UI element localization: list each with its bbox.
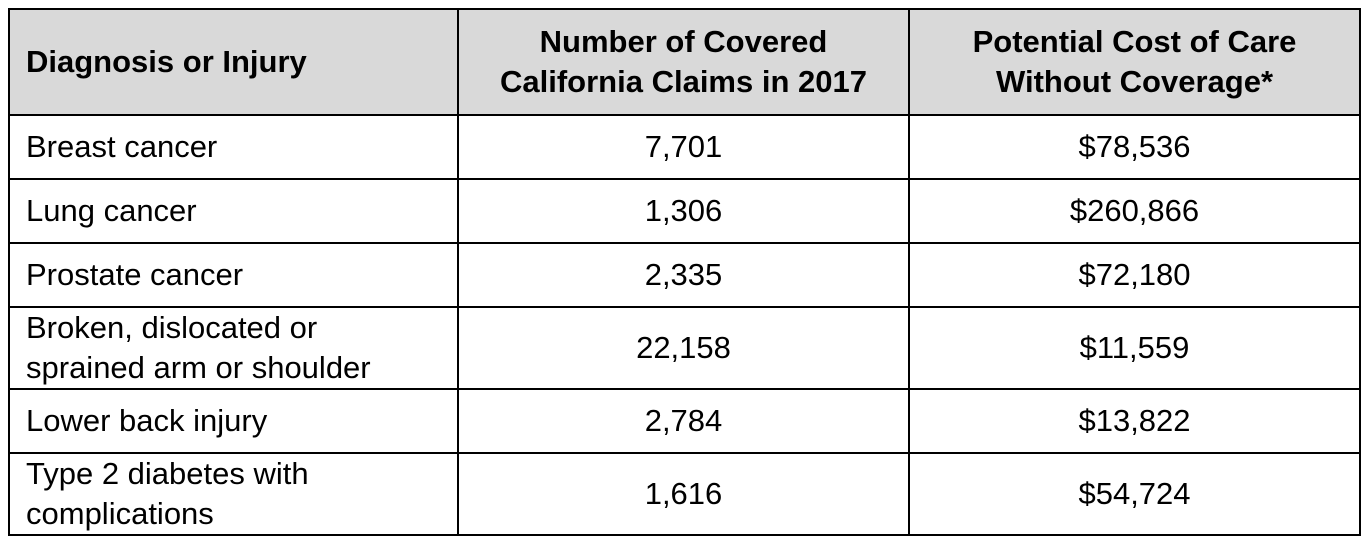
diagnosis-text-line1: Type 2 diabetes with	[26, 456, 309, 491]
header-claims: Number of Covered California Claims in 2…	[457, 8, 910, 116]
diagnosis-cell: Broken, dislocated or sprained arm or sh…	[8, 306, 459, 390]
table-row: Prostate cancer 2,335 $72,180	[8, 242, 1361, 308]
diagnosis-cell: Lung cancer	[8, 178, 459, 244]
diagnosis-text-line1: Broken, dislocated or	[26, 310, 318, 345]
header-diagnosis-label: Diagnosis or Injury	[26, 44, 307, 79]
diagnosis-text: Lung cancer	[26, 193, 197, 228]
cost-cell: $11,559	[908, 306, 1361, 390]
claims-cell: 7,701	[457, 114, 910, 180]
claims-cell: 22,158	[457, 306, 910, 390]
header-claims-line1: Number of Covered	[539, 24, 828, 59]
cost-cell: $260,866	[908, 178, 1361, 244]
table-row: Type 2 diabetes with complications 1,616…	[8, 452, 1361, 536]
diagnosis-text-line2: complications	[26, 496, 214, 531]
diagnosis-cell: Prostate cancer	[8, 242, 459, 308]
cost-cell: $13,822	[908, 388, 1361, 454]
table-row: Lung cancer 1,306 $260,866	[8, 178, 1361, 244]
diagnosis-text-line2: sprained arm or shoulder	[26, 350, 371, 385]
diagnosis-cell: Type 2 diabetes with complications	[8, 452, 459, 536]
claims-cell: 2,335	[457, 242, 910, 308]
table-body: Breast cancer 7,701 $78,536 Lung cancer …	[8, 114, 1361, 536]
table-row: Broken, dislocated or sprained arm or sh…	[8, 306, 1361, 390]
table-row: Breast cancer 7,701 $78,536	[8, 114, 1361, 180]
claims-cell: 1,306	[457, 178, 910, 244]
diagnosis-text: Prostate cancer	[26, 257, 244, 292]
cost-cell: $78,536	[908, 114, 1361, 180]
claims-cell: 1,616	[457, 452, 910, 536]
diagnosis-cell: Breast cancer	[8, 114, 459, 180]
cost-cell: $54,724	[908, 452, 1361, 536]
header-cost: Potential Cost of Care Without Coverage*	[908, 8, 1361, 116]
header-diagnosis: Diagnosis or Injury	[8, 8, 459, 116]
diagnosis-cell: Lower back injury	[8, 388, 459, 454]
header-row: Diagnosis or Injury Number of Covered Ca…	[8, 8, 1361, 116]
diagnosis-text: Lower back injury	[26, 403, 268, 438]
header-cost-line1: Potential Cost of Care	[972, 24, 1297, 59]
header-cost-line2: Without Coverage*	[995, 64, 1274, 99]
cost-cell: $72,180	[908, 242, 1361, 308]
table-row: Lower back injury 2,784 $13,822	[8, 388, 1361, 454]
claims-cell: 2,784	[457, 388, 910, 454]
claims-cost-table: Diagnosis or Injury Number of Covered Ca…	[8, 8, 1361, 536]
header-claims-line2: California Claims in 2017	[500, 64, 867, 99]
diagnosis-text: Breast cancer	[26, 129, 218, 164]
table-header: Diagnosis or Injury Number of Covered Ca…	[8, 8, 1361, 116]
